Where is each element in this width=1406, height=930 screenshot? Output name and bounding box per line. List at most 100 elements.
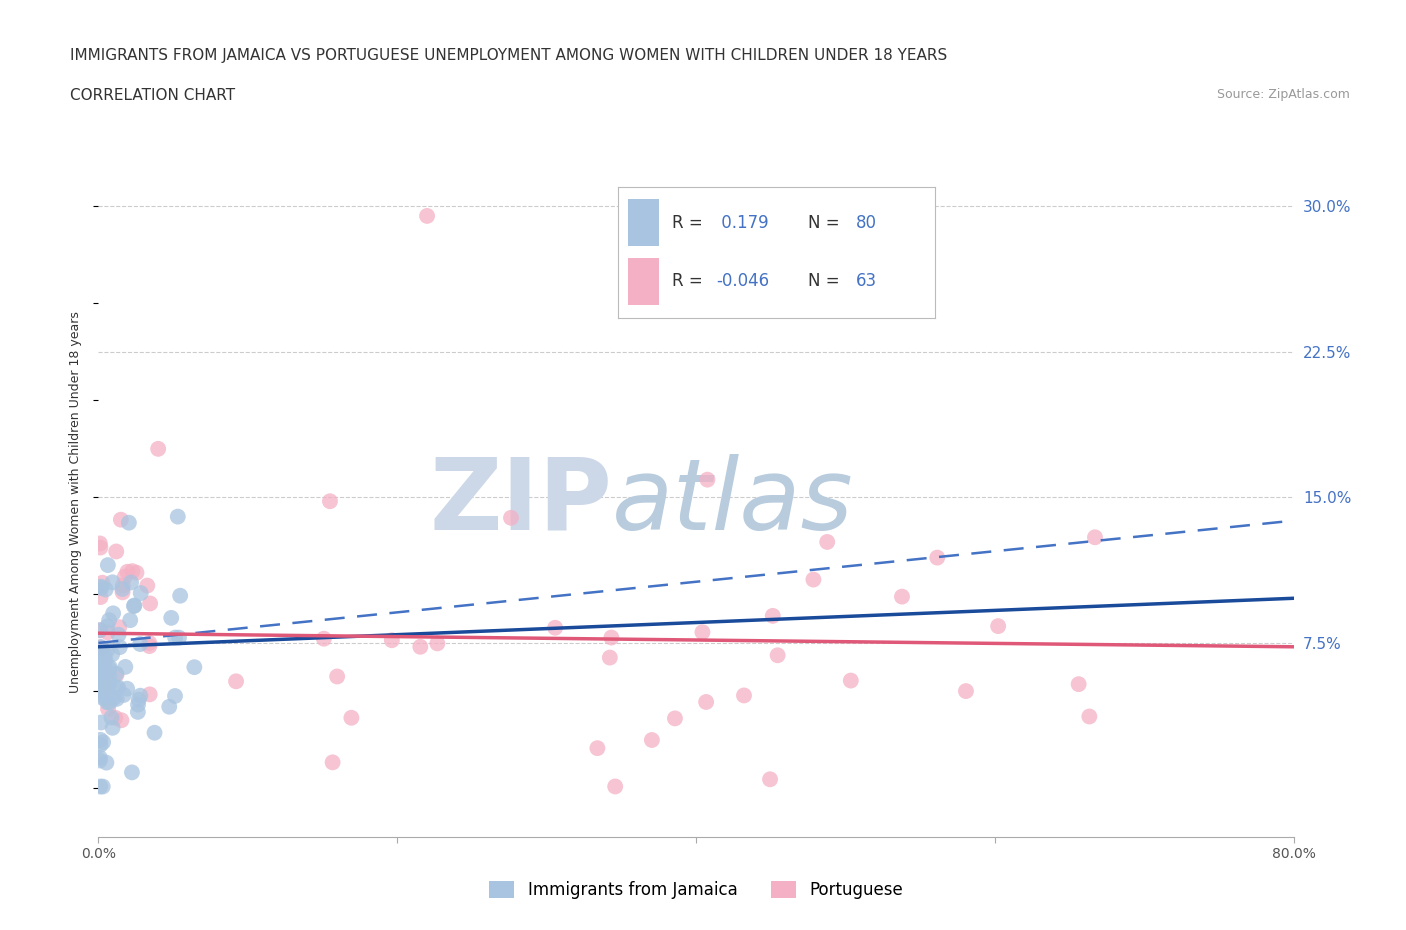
Point bbox=[138, 635, 160, 650]
Point bbox=[91, 688, 114, 703]
Point bbox=[90, 580, 112, 595]
Point bbox=[544, 620, 567, 635]
Point bbox=[692, 625, 714, 640]
Point bbox=[426, 636, 449, 651]
Point bbox=[89, 669, 111, 684]
Point bbox=[96, 618, 118, 633]
Point bbox=[98, 676, 121, 691]
Point bbox=[125, 565, 148, 580]
Point bbox=[600, 631, 623, 645]
Point bbox=[165, 631, 187, 645]
Point bbox=[107, 680, 129, 695]
Point bbox=[91, 735, 114, 750]
Point bbox=[98, 661, 121, 676]
Point bbox=[112, 687, 135, 702]
Point bbox=[97, 701, 120, 716]
Point bbox=[89, 623, 111, 638]
Point bbox=[499, 511, 522, 525]
Point bbox=[90, 590, 112, 604]
Point bbox=[138, 639, 160, 654]
Point bbox=[100, 711, 122, 725]
Point bbox=[166, 509, 188, 524]
Point bbox=[101, 647, 124, 662]
Point bbox=[127, 698, 149, 712]
Point bbox=[319, 494, 342, 509]
Point bbox=[987, 618, 1010, 633]
Point bbox=[733, 688, 755, 703]
Point bbox=[139, 596, 162, 611]
Point bbox=[96, 680, 118, 695]
Point bbox=[815, 535, 838, 550]
Point bbox=[89, 680, 111, 695]
Point bbox=[605, 779, 627, 794]
Point bbox=[90, 640, 112, 655]
Point bbox=[766, 648, 789, 663]
Point bbox=[891, 590, 914, 604]
Point bbox=[91, 685, 114, 700]
Point bbox=[927, 551, 949, 565]
Point bbox=[91, 576, 114, 591]
Point bbox=[160, 610, 183, 625]
Point bbox=[114, 659, 136, 674]
Point bbox=[91, 677, 114, 692]
Point bbox=[105, 668, 128, 683]
Point bbox=[136, 578, 159, 593]
Point bbox=[121, 765, 143, 780]
Point bbox=[93, 647, 115, 662]
Point bbox=[695, 695, 717, 710]
Point bbox=[1084, 530, 1107, 545]
Point bbox=[129, 637, 152, 652]
Point bbox=[89, 623, 111, 638]
Point bbox=[120, 613, 142, 628]
Point bbox=[90, 715, 112, 730]
Point bbox=[955, 684, 977, 698]
Point bbox=[111, 585, 134, 600]
Point bbox=[120, 575, 142, 590]
Point bbox=[117, 565, 139, 579]
Point bbox=[89, 536, 111, 551]
Point bbox=[641, 733, 664, 748]
Point bbox=[108, 640, 131, 655]
Point bbox=[326, 669, 349, 684]
Point bbox=[322, 755, 344, 770]
Point bbox=[104, 711, 127, 725]
Point bbox=[89, 540, 111, 555]
Point bbox=[1078, 709, 1101, 724]
Point bbox=[586, 740, 609, 755]
Point bbox=[89, 779, 111, 794]
Point bbox=[105, 544, 128, 559]
Point bbox=[108, 619, 131, 634]
Point bbox=[340, 711, 363, 725]
Point bbox=[114, 569, 136, 584]
Point bbox=[118, 515, 141, 530]
Point bbox=[91, 690, 114, 705]
Point bbox=[89, 648, 111, 663]
Text: atlas: atlas bbox=[613, 454, 853, 551]
Point bbox=[90, 671, 112, 685]
Point bbox=[157, 699, 180, 714]
Point bbox=[94, 662, 117, 677]
Text: ZIP: ZIP bbox=[429, 454, 613, 551]
Point bbox=[89, 751, 111, 765]
Point bbox=[91, 681, 114, 696]
Point bbox=[599, 650, 621, 665]
Point bbox=[409, 639, 432, 654]
Point bbox=[91, 642, 114, 657]
Point bbox=[90, 640, 112, 655]
Point bbox=[1067, 677, 1090, 692]
Point bbox=[94, 652, 117, 667]
Point bbox=[111, 578, 134, 592]
Point bbox=[115, 682, 138, 697]
Point bbox=[97, 558, 120, 573]
Point bbox=[90, 579, 112, 594]
Point bbox=[89, 737, 111, 752]
Point bbox=[96, 755, 118, 770]
Point bbox=[225, 674, 247, 689]
Point bbox=[98, 613, 121, 628]
Point bbox=[163, 688, 186, 703]
Point bbox=[101, 721, 124, 736]
Point bbox=[93, 680, 115, 695]
Text: IMMIGRANTS FROM JAMAICA VS PORTUGUESE UNEMPLOYMENT AMONG WOMEN WITH CHILDREN UND: IMMIGRANTS FROM JAMAICA VS PORTUGUESE UN… bbox=[70, 48, 948, 63]
Point bbox=[148, 442, 170, 457]
Point bbox=[762, 608, 785, 623]
